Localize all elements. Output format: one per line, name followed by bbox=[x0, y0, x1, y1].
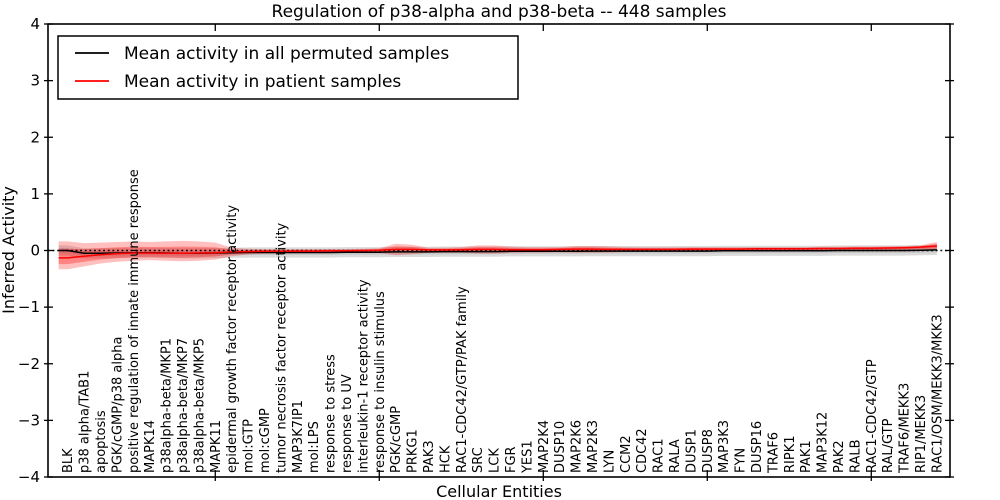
category-label: response to stress bbox=[324, 354, 339, 473]
category-label: RAC1 bbox=[652, 438, 667, 473]
category-label: PAK2 bbox=[832, 440, 847, 473]
patient-band-outer bbox=[58, 240, 937, 270]
category-label: CCM2 bbox=[619, 435, 634, 473]
category-label: PRKG1 bbox=[406, 429, 421, 473]
category-label: mol:cGMP bbox=[258, 408, 273, 473]
category-label: LCK bbox=[488, 448, 503, 473]
category-label: MAP2K3 bbox=[586, 420, 601, 473]
category-label: response to UV bbox=[340, 374, 355, 473]
category-label: response to insulin stimulus bbox=[373, 291, 388, 473]
category-label: CDC42 bbox=[635, 428, 650, 473]
category-label: MAPK11 bbox=[209, 420, 224, 473]
category-label: YES1 bbox=[520, 440, 535, 474]
category-label: epidermal growth factor receptor activit… bbox=[225, 205, 240, 473]
category-label: TRAF6 bbox=[766, 432, 781, 474]
legend-label-permuted: Mean activity in all permuted samples bbox=[124, 44, 449, 64]
category-label: RALB bbox=[848, 439, 863, 473]
y-tick-label: 4 bbox=[30, 15, 40, 33]
category-label: DUSP16 bbox=[750, 421, 765, 473]
category-label: RALA bbox=[668, 439, 683, 473]
category-label: RIPK1 bbox=[783, 435, 798, 473]
category-label: PGK/cGMP/p38 alpha bbox=[110, 337, 125, 473]
category-label: p38 alpha/TAB1 bbox=[78, 371, 93, 473]
category-label: RAC1-CDC42/GTP/PAK family bbox=[455, 286, 470, 473]
category-label: DUSP1 bbox=[684, 429, 699, 473]
category-label: RAC1/OSM/MEKK3/MKK3 bbox=[930, 314, 945, 473]
category-label: positive regulation of innate immune res… bbox=[127, 169, 142, 473]
category-label: mol:LPS bbox=[307, 421, 322, 473]
category-label: MAP3K12 bbox=[816, 412, 831, 473]
y-tick-label: 0 bbox=[30, 242, 40, 260]
category-label: FGR bbox=[504, 446, 519, 473]
y-tick-label: 3 bbox=[30, 72, 40, 90]
category-label: p38alpha-beta/MKP1 bbox=[160, 338, 175, 473]
category-label: BLK bbox=[61, 448, 76, 473]
category-label: p38alpha-beta/MKP7 bbox=[176, 338, 191, 473]
category-label: PAK3 bbox=[422, 440, 437, 473]
data-layer bbox=[48, 240, 950, 270]
category-label: p38alpha-beta/MKP5 bbox=[192, 338, 207, 473]
patient-mean-line bbox=[58, 245, 937, 259]
y-axis-label: Inferred Activity bbox=[0, 186, 18, 314]
category-label: MAP3K3 bbox=[717, 420, 732, 473]
y-tick-label: −2 bbox=[18, 355, 40, 373]
y-tick-label: −4 bbox=[18, 468, 40, 486]
legend-label-patient: Mean activity in patient samples bbox=[124, 72, 401, 92]
category-label: SRC bbox=[471, 447, 486, 473]
category-label: TRAF6/MEKK3 bbox=[898, 383, 913, 474]
category-label: apoptosis bbox=[94, 410, 109, 473]
y-tick-label: 2 bbox=[30, 128, 40, 146]
category-label: PAK1 bbox=[799, 440, 814, 473]
category-label: MAP2K4 bbox=[537, 420, 552, 473]
y-tick-label: −1 bbox=[18, 298, 40, 316]
category-label: MAP2K6 bbox=[570, 420, 585, 473]
y-tick-label: 1 bbox=[30, 185, 40, 203]
y-tick-label: −3 bbox=[18, 411, 40, 429]
category-label: MAP3K7IP1 bbox=[291, 400, 306, 473]
category-label: interleukin-1 receptor activity bbox=[356, 279, 371, 473]
category-label: mol:GTP bbox=[242, 419, 257, 473]
category-label: RAL/GTP bbox=[881, 418, 896, 473]
category-label: PGK/cGMP bbox=[389, 406, 404, 473]
category-label: MAPK14 bbox=[143, 420, 158, 473]
legend-box bbox=[57, 35, 519, 100]
category-label: RAC1-CDC42/GTP bbox=[865, 359, 880, 473]
category-label: tumor necrosis factor receptor activity bbox=[274, 222, 289, 473]
legend: Mean activity in all permuted samples Me… bbox=[57, 35, 519, 100]
x-axis-label: Cellular Entities bbox=[436, 482, 562, 500]
category-label: DUSP10 bbox=[553, 421, 568, 473]
category-label: DUSP8 bbox=[701, 429, 716, 473]
category-label: FYN bbox=[734, 448, 749, 473]
category-label: RIP1/MEKK3 bbox=[914, 395, 929, 473]
chart-title: Regulation of p38-alpha and p38-beta -- … bbox=[272, 2, 727, 22]
category-label: LYN bbox=[602, 450, 617, 473]
category-label: HCK bbox=[438, 445, 453, 473]
